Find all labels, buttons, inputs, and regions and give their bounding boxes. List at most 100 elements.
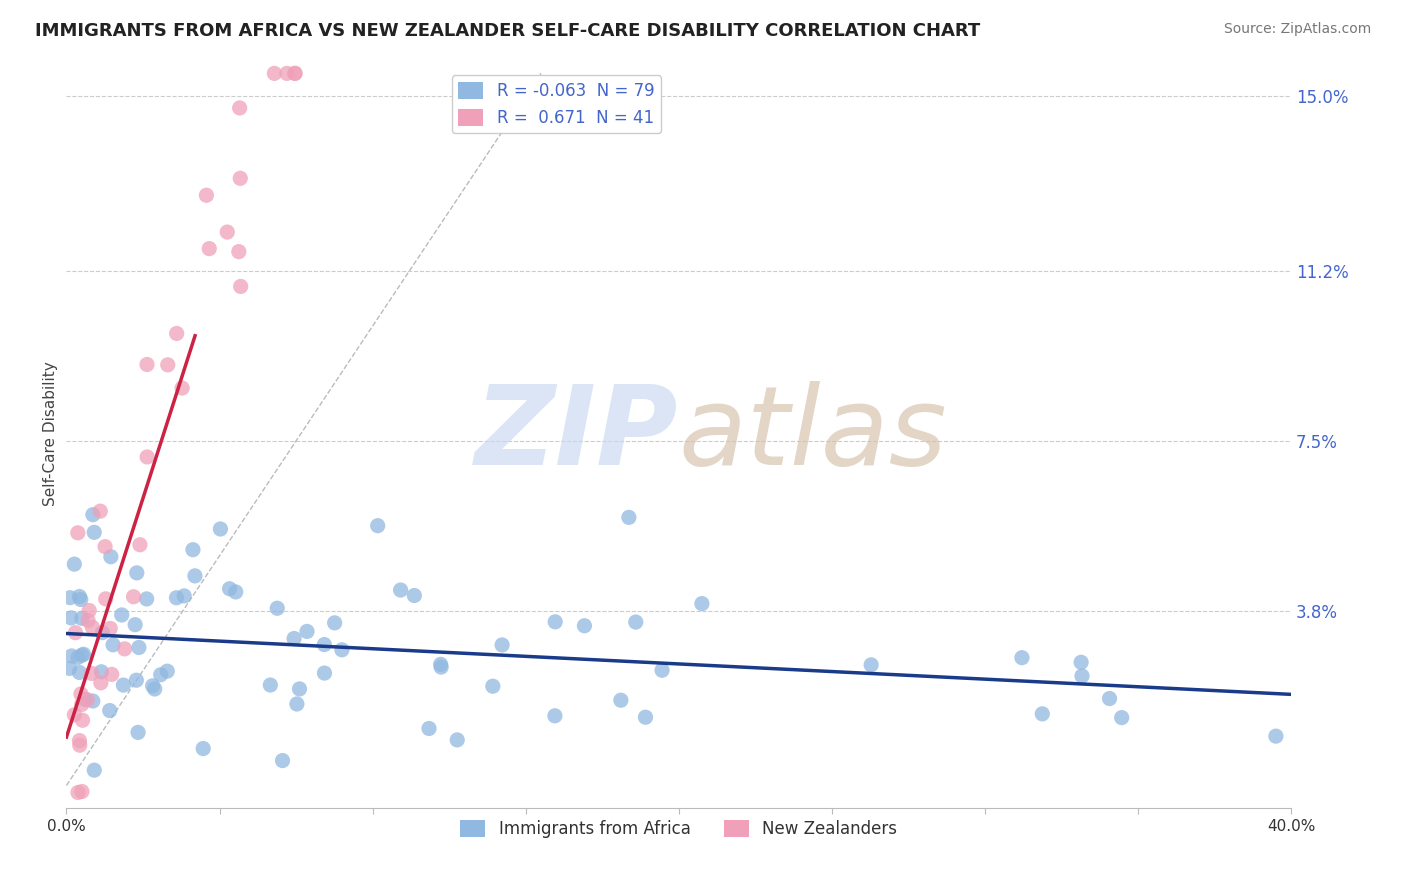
Point: [429, 657, 451, 672]
Point: [225, 585, 247, 599]
Point: [136, 358, 159, 372]
Point: [404, 589, 426, 603]
Point: [77, 614, 100, 628]
Point: [128, 640, 150, 655]
Y-axis label: Self-Care Disability: Self-Care Disability: [44, 361, 58, 507]
Point: [482, 679, 505, 693]
Point: [89, 504, 111, 518]
Point: [259, 678, 281, 692]
Point: [124, 617, 146, 632]
Point: [60, 648, 83, 663]
Point: [66, 650, 89, 665]
Point: [125, 673, 148, 688]
Point: [65, 625, 87, 640]
Point: [288, 681, 311, 696]
Point: [98, 704, 121, 718]
Point: [491, 638, 513, 652]
Point: [66, 785, 89, 799]
Point: [634, 710, 657, 724]
Point: [209, 522, 232, 536]
Point: [266, 601, 288, 615]
Point: [59, 591, 82, 605]
Point: [284, 66, 307, 80]
Point: [1071, 669, 1094, 683]
Point: [67, 590, 90, 604]
Point: [72, 713, 94, 727]
Point: [198, 242, 221, 256]
Point: [127, 725, 149, 739]
Point: [69, 738, 91, 752]
Point: [218, 582, 240, 596]
Point: [94, 591, 117, 606]
Point: [91, 625, 114, 640]
Point: [367, 518, 389, 533]
Point: [70, 698, 93, 712]
Point: [156, 358, 179, 372]
Point: [229, 279, 252, 293]
Point: [430, 660, 453, 674]
Point: [63, 557, 86, 571]
Point: [446, 733, 468, 747]
Point: [100, 549, 122, 564]
Point: [83, 525, 105, 540]
Point: [184, 569, 207, 583]
Point: [271, 754, 294, 768]
Point: [1070, 656, 1092, 670]
Point: [76, 692, 98, 706]
Point: [283, 632, 305, 646]
Point: [114, 641, 136, 656]
Point: [69, 733, 91, 747]
Point: [544, 615, 567, 629]
Point: [284, 66, 307, 80]
Point: [624, 615, 647, 629]
Point: [314, 638, 336, 652]
Text: ZIP: ZIP: [475, 381, 679, 488]
Point: [229, 171, 252, 186]
Text: Source: ZipAtlas.com: Source: ZipAtlas.com: [1223, 22, 1371, 37]
Point: [651, 663, 673, 677]
Point: [67, 665, 90, 680]
Text: atlas: atlas: [679, 381, 948, 488]
Point: [142, 679, 165, 693]
Point: [122, 590, 145, 604]
Point: [193, 741, 215, 756]
Point: [285, 697, 308, 711]
Point: [228, 244, 250, 259]
Point: [82, 508, 104, 522]
Point: [143, 681, 166, 696]
Point: [70, 687, 93, 701]
Point: [314, 666, 336, 681]
Point: [63, 707, 86, 722]
Text: IMMIGRANTS FROM AFRICA VS NEW ZEALANDER SELF-CARE DISABILITY CORRELATION CHART: IMMIGRANTS FROM AFRICA VS NEW ZEALANDER …: [35, 22, 980, 40]
Point: [60, 611, 83, 625]
Point: [58, 661, 80, 675]
Point: [173, 589, 195, 603]
Point: [389, 582, 412, 597]
Point: [617, 510, 640, 524]
Point: [70, 648, 93, 663]
Point: [90, 665, 112, 679]
Point: [330, 642, 353, 657]
Point: [323, 615, 346, 630]
Point: [60, 814, 83, 828]
Point: [276, 66, 298, 80]
Point: [66, 525, 89, 540]
Point: [73, 692, 96, 706]
Point: [98, 622, 121, 636]
Point: [125, 566, 148, 580]
Point: [1011, 650, 1033, 665]
Point: [166, 591, 188, 605]
Point: [295, 624, 318, 639]
Point: [111, 607, 134, 622]
Point: [70, 611, 93, 625]
Point: [574, 619, 596, 633]
Point: [70, 784, 93, 798]
Point: [228, 101, 250, 115]
Point: [263, 66, 285, 80]
Point: [1111, 711, 1133, 725]
Point: [77, 603, 100, 617]
Point: [72, 647, 94, 661]
Point: [172, 381, 194, 395]
Point: [156, 664, 179, 678]
Point: [100, 667, 122, 681]
